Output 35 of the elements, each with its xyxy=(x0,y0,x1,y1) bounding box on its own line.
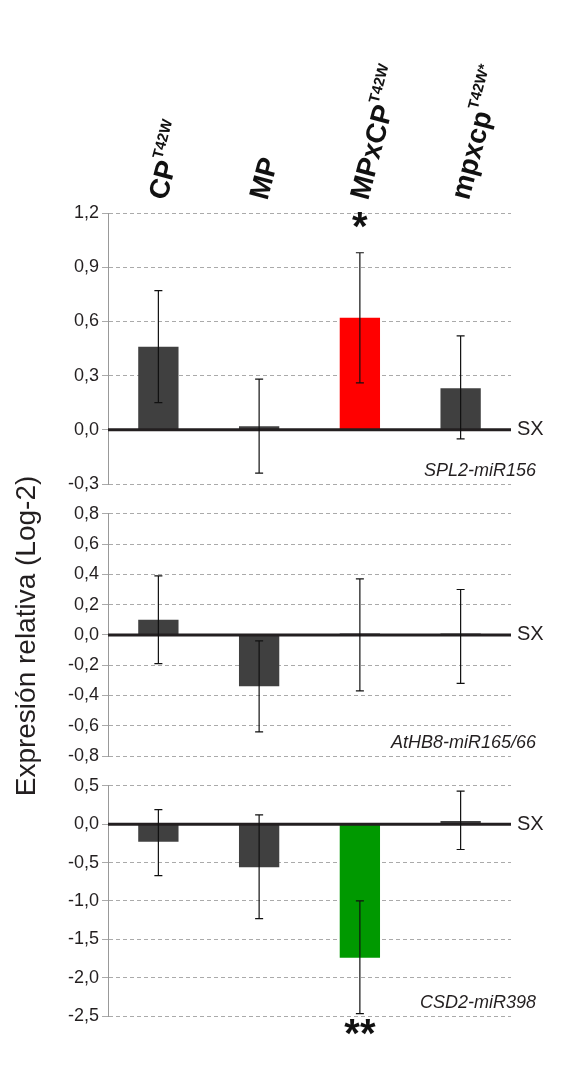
annotation: SPL2-miR156 xyxy=(423,460,537,480)
y-tick-label: -0,2 xyxy=(67,654,99,675)
y-tick-label: 0,3 xyxy=(73,364,99,385)
annotation: AtHB8-miR165/66 xyxy=(389,732,537,752)
y-tick-label: 0,6 xyxy=(73,533,99,554)
x-tick-label: mpxcpT42W* xyxy=(444,61,498,203)
x-tick-label: MP xyxy=(242,153,284,203)
y-tick-label: -0,6 xyxy=(67,714,99,735)
y-tick-label: -1,0 xyxy=(67,889,99,910)
y-tick-label: 0,6 xyxy=(73,310,99,331)
ref-line-label: SX xyxy=(517,417,544,440)
y-tick-label: 0,5 xyxy=(73,774,99,795)
y-tick-label: 0,0 xyxy=(73,623,99,644)
annotation: CSD2-miR398 xyxy=(419,992,536,1012)
ref-line-label: SX xyxy=(517,622,544,645)
y-tick-label: 0,2 xyxy=(73,593,99,614)
y-tick-label: 0,9 xyxy=(73,256,99,277)
y-axis-title: Expresión relativa (Log-2) xyxy=(10,475,42,797)
y-tick-label: -0,8 xyxy=(67,744,99,765)
ref-line-label: SX xyxy=(517,811,544,834)
y-tick-label: -0,3 xyxy=(67,472,99,493)
annotation: * xyxy=(352,203,369,248)
y-tick-label: -0,4 xyxy=(67,684,99,705)
y-tick-label: -1,5 xyxy=(67,928,99,949)
y-tick-label: 1,2 xyxy=(73,201,99,222)
y-tick-label: 0,0 xyxy=(73,418,99,439)
y-tick-label: -2,5 xyxy=(67,1004,99,1025)
y-tick-label: 0,8 xyxy=(73,502,99,523)
y-tick-label: 0,4 xyxy=(73,563,99,584)
y-tick-label: -2,0 xyxy=(67,966,99,987)
annotation: ** xyxy=(344,1010,376,1055)
x-tick-label: MPxCPT42W xyxy=(343,60,399,203)
y-tick-label: 0,0 xyxy=(73,813,99,834)
x-tick-label: CPT42W xyxy=(142,116,183,203)
y-tick-label: -0,5 xyxy=(67,851,99,872)
